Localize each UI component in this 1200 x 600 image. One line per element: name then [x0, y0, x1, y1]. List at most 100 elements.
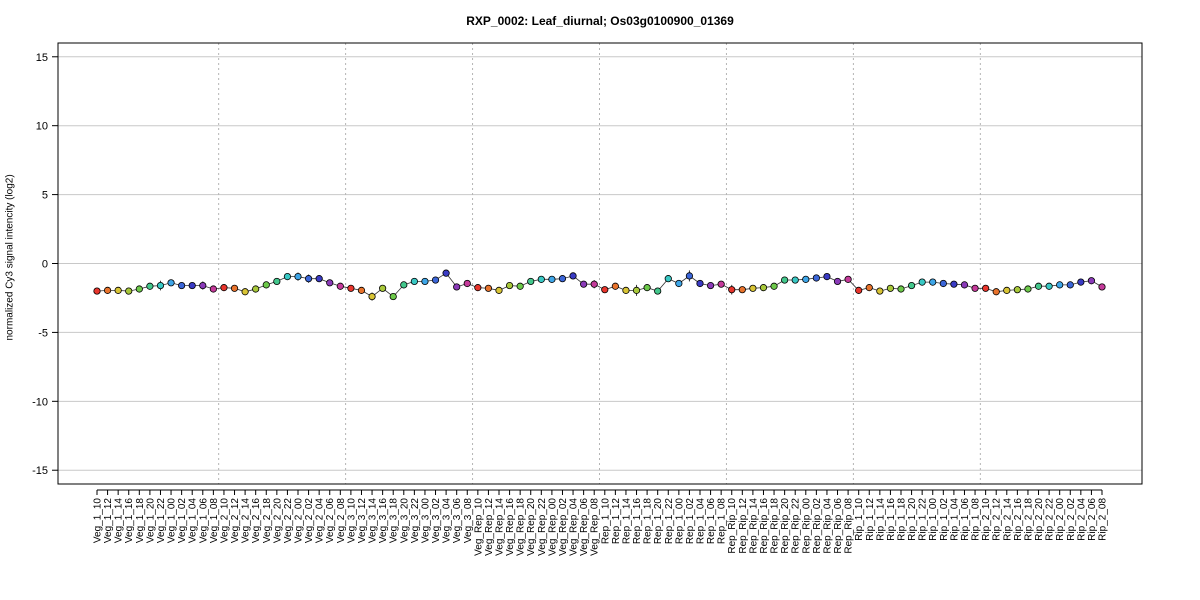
data-point [833, 277, 842, 286]
x-tick-label: Rip_2_20 [1034, 498, 1045, 541]
data-point [791, 276, 799, 284]
x-tick-label: Veg_Rep_04 [569, 498, 580, 556]
data-point [379, 284, 387, 292]
data-point [463, 279, 471, 288]
data-point [675, 279, 683, 288]
x-tick-label: Rip_2_16 [1013, 498, 1024, 541]
x-tick-label: Rep_Rip_04 [822, 498, 833, 554]
data-point [1045, 282, 1053, 290]
data-point [696, 279, 704, 288]
data-point [431, 276, 440, 284]
x-tick-label: Rip_2_04 [1076, 498, 1087, 541]
x-tick-label: Veg_Rep_12 [484, 498, 495, 556]
data-point [1098, 283, 1106, 291]
x-tick-label: Veg_2_04 [315, 498, 326, 543]
data-point [960, 281, 969, 289]
x-tick-label: Rep_1_22 [664, 498, 675, 545]
x-tick-label: Veg_2_00 [294, 498, 305, 543]
data-point [558, 275, 567, 283]
data-point [209, 285, 217, 293]
data-point [241, 288, 249, 296]
data-point [156, 281, 165, 290]
x-tick-label: Rip_1_16 [886, 498, 897, 541]
data-point [812, 274, 820, 282]
x-tick-label: Rip_2_12 [992, 498, 1003, 541]
data-point [421, 277, 429, 286]
data-point [622, 286, 630, 294]
data-point [146, 282, 154, 290]
y-tick-label: -5 [38, 327, 48, 339]
x-tick-label: Rep_1_02 [685, 498, 696, 545]
data-point [548, 275, 556, 283]
y-tick-label: 0 [42, 259, 48, 271]
data-point [1003, 286, 1011, 294]
x-tick-label: Rep_Rip_22 [791, 498, 802, 554]
data-point [252, 285, 260, 293]
x-tick-label: Veg_2_02 [304, 498, 315, 543]
x-tick-label: Rep_Rip_20 [780, 498, 791, 554]
x-tick-label: Veg_2_10 [219, 498, 230, 543]
data-point [1066, 281, 1074, 289]
data-point [125, 287, 133, 295]
data-point [93, 287, 101, 295]
x-tick-label: Veg_Rep_10 [473, 498, 484, 556]
y-tick-label: 15 [36, 52, 48, 64]
data-point [114, 286, 122, 294]
x-tick-label: Veg_Rep_14 [495, 498, 506, 556]
data-point [611, 282, 619, 290]
x-tick-label: Rip_1_06 [960, 498, 971, 541]
x-tick-label: Veg_2_16 [251, 498, 262, 543]
data-point [632, 286, 641, 294]
x-tick-label: Veg_1_22 [156, 498, 167, 543]
x-tick-label: Rep_1_12 [611, 498, 622, 545]
x-tick-label: Veg_2_06 [325, 498, 336, 543]
x-tick-label: Rep_Rip_00 [801, 498, 812, 554]
data-point [167, 279, 175, 287]
x-tick-label: Rip_2_02 [1066, 498, 1077, 541]
x-tick-label: Veg_Rep_02 [558, 498, 569, 556]
data-point [516, 282, 524, 290]
data-point [527, 277, 535, 286]
x-tick-label: Rip_1_20 [907, 498, 918, 541]
data-point [474, 284, 482, 292]
x-tick-label: Veg_3_08 [463, 498, 474, 543]
x-tick-label: Rep_1_20 [653, 498, 664, 545]
data-point [188, 281, 196, 290]
data-point [1077, 278, 1085, 286]
x-tick-label: Veg_3_18 [389, 498, 400, 543]
x-tick-label: Rip_1_18 [897, 498, 908, 541]
x-tick-label: Veg_1_04 [188, 498, 199, 543]
data-point [283, 272, 292, 281]
x-tick-label: Rip_1_04 [949, 498, 960, 541]
x-tick-label: Rep_Rip_12 [738, 498, 749, 554]
x-tick-label: Veg_Rep_06 [579, 498, 590, 556]
x-tick-label: Veg_3_06 [452, 498, 463, 543]
x-tick-label: Veg_3_04 [442, 498, 453, 543]
x-tick-label: Rep_Rip_08 [844, 498, 855, 554]
x-tick-label: Rep_Rip_06 [833, 498, 844, 554]
x-tick-label: Veg_1_08 [209, 498, 220, 543]
data-point [453, 283, 461, 291]
x-tick-label: Rip_1_14 [875, 498, 886, 541]
data-point [262, 281, 270, 289]
x-tick-label: Veg_2_22 [283, 498, 294, 543]
x-tick-label: Veg_3_16 [378, 498, 389, 543]
data-point [304, 275, 313, 283]
x-tick-label: Rep_1_16 [632, 498, 643, 545]
x-tick-label: Veg_Rep_00 [547, 498, 558, 556]
x-tick-label: Rip_2_22 [1045, 498, 1056, 541]
x-tick-label: Veg_1_10 [93, 498, 104, 543]
x-tick-label: Rip_2_14 [1002, 498, 1013, 541]
x-tick-label: Rep_Rip_14 [748, 498, 759, 554]
data-point [971, 284, 979, 292]
x-tick-label: Rep_1_18 [643, 498, 654, 545]
data-point [897, 285, 905, 293]
data-point [315, 275, 323, 283]
data-point [326, 279, 334, 287]
x-axis: Veg_1_10 Veg_1_12 Veg_1_14 Veg_1_16 Veg_1_18… [93, 489, 1109, 556]
data-point [907, 281, 916, 290]
chart-title: RXP_0002: Leaf_diurnal; Os03g0100900_013… [466, 14, 734, 28]
x-tick-label: Veg_3_00 [420, 498, 431, 543]
data-point [929, 278, 937, 286]
x-tick-label: Veg_1_06 [198, 498, 209, 543]
